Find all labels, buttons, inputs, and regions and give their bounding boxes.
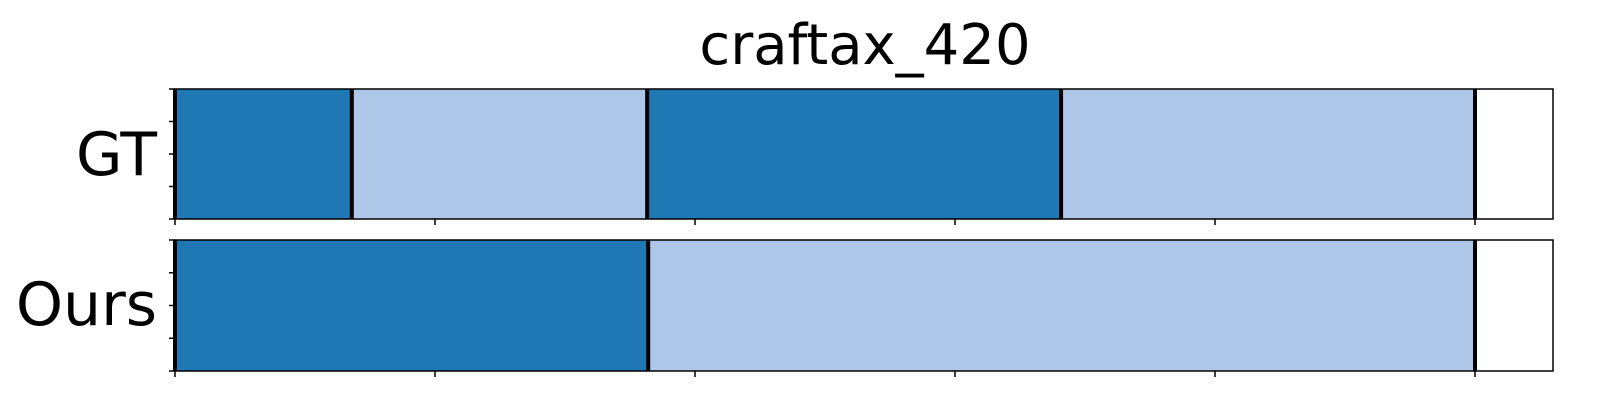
row-label-gt: GT <box>76 120 157 190</box>
segment-bar <box>351 89 648 219</box>
panel-ours: Ours <box>16 239 1554 377</box>
segment-bar <box>647 89 1062 219</box>
panel-gt: GT <box>76 88 1554 225</box>
segment-bar <box>1061 89 1475 219</box>
chart-title: craftax_420 <box>699 13 1030 78</box>
segment-bar <box>648 240 1475 371</box>
row-label-ours: Ours <box>16 270 157 340</box>
segment-bar <box>175 240 649 371</box>
segment-bar <box>175 89 352 219</box>
